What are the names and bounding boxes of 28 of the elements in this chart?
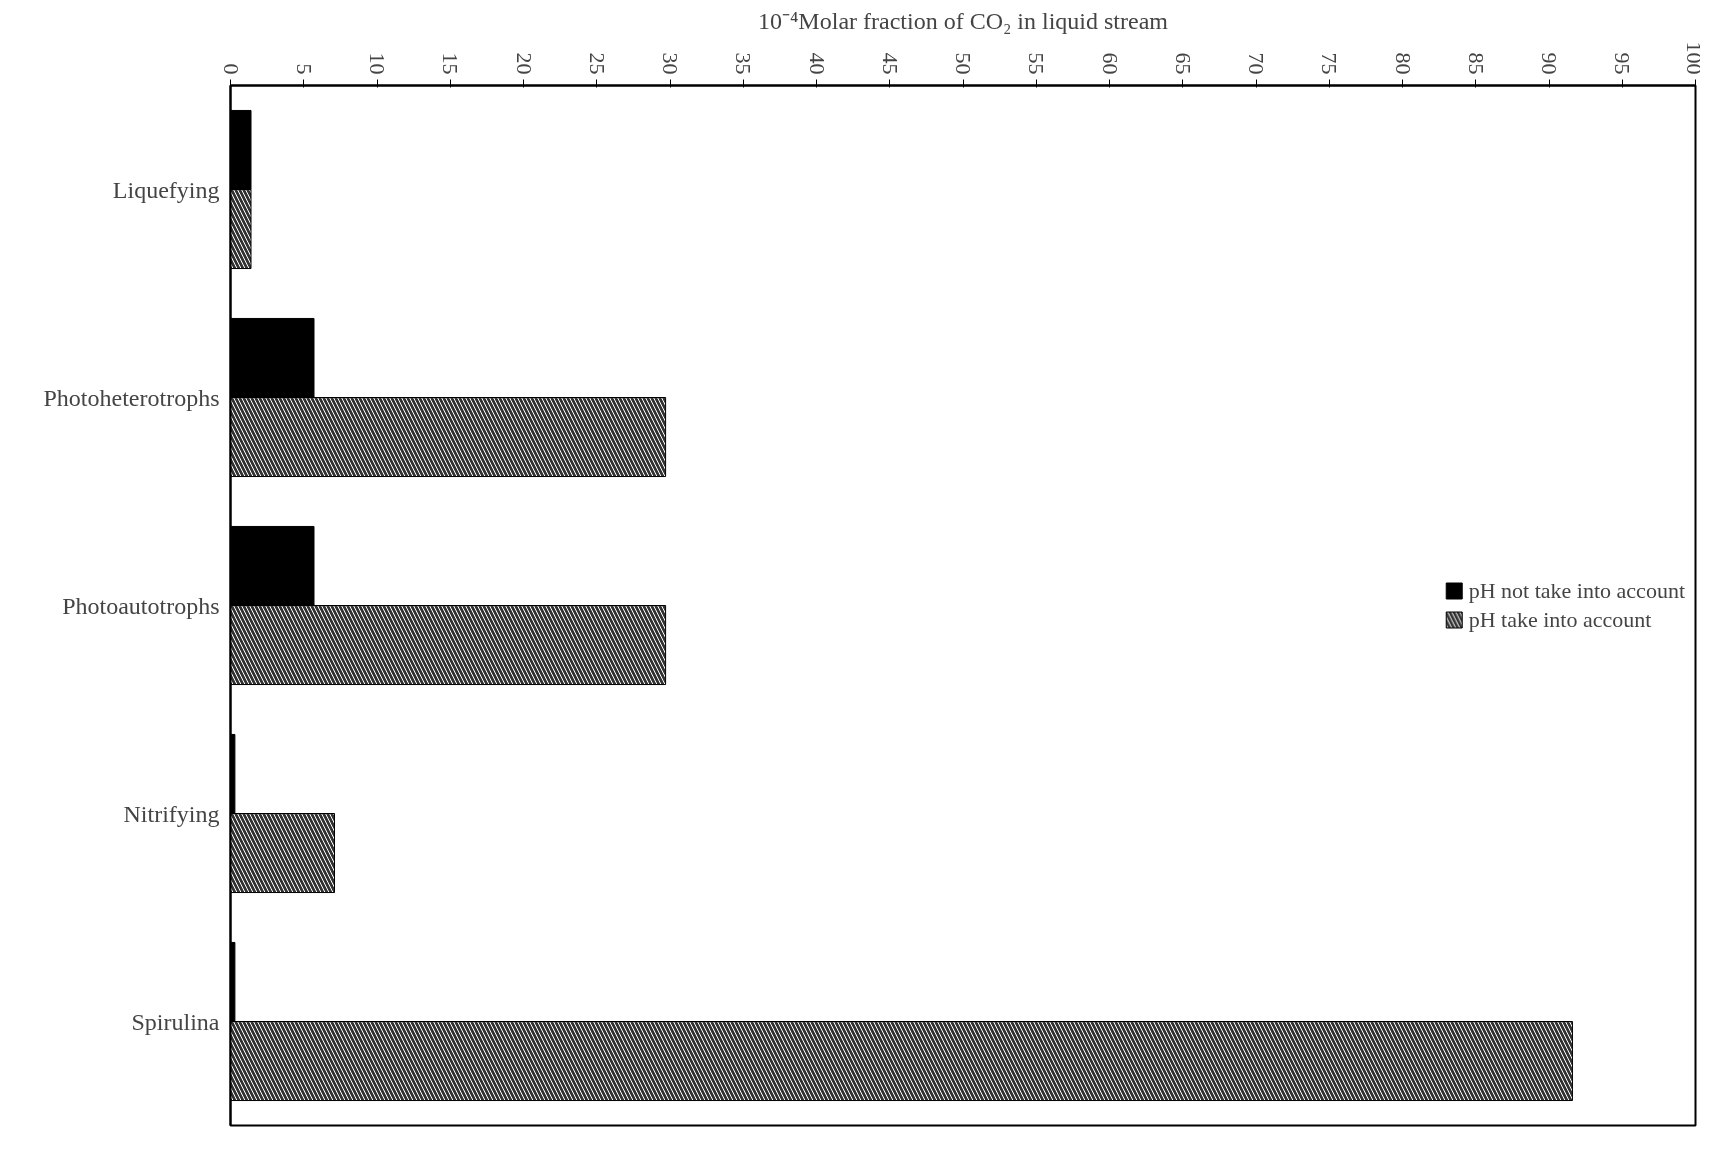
x-tick-label: 25 [584,52,610,75]
x-tick-label: 50 [951,52,976,75]
y-tick-label: Photoheterotrophs [43,384,220,411]
x-tick-label: 20 [511,52,537,75]
x-tick-label: 0 [218,63,244,75]
x-tick-label: 55 [1024,52,1050,75]
x-tick-label: 75 [1317,52,1343,75]
y-tick-label: Photoautotrophs [62,592,220,619]
x-tick-label: 15 [438,52,464,75]
y-tick-label: Nitrifying [123,800,220,827]
x-tick-label: 10 [365,52,390,75]
legend-label: pH take into account [1468,606,1652,633]
x-tick-label: 70 [1244,52,1269,75]
x-tick-label: 65 [1170,52,1196,75]
x-tick-label: 30 [658,52,683,75]
x-tick-label: 45 [877,52,903,75]
x-tick-label: 80 [1390,52,1416,75]
chart-title: 10⁻⁴Molar fraction of CO₂ in liquid stream [758,7,1169,34]
y-tick-label: Liquefying [112,176,220,203]
x-tick-label: 5 [291,63,317,75]
x-tick-label: 35 [731,52,757,75]
x-tick-label: 40 [804,52,830,75]
x-tick-label: 85 [1463,52,1489,75]
x-tick-label: 90 [1537,52,1562,75]
x-tick-label: 95 [1610,52,1636,75]
x-tick-label: 60 [1097,52,1123,75]
y-tick-label: Spirulina [131,1008,220,1035]
legend-label: pH not take into account [1468,577,1685,604]
